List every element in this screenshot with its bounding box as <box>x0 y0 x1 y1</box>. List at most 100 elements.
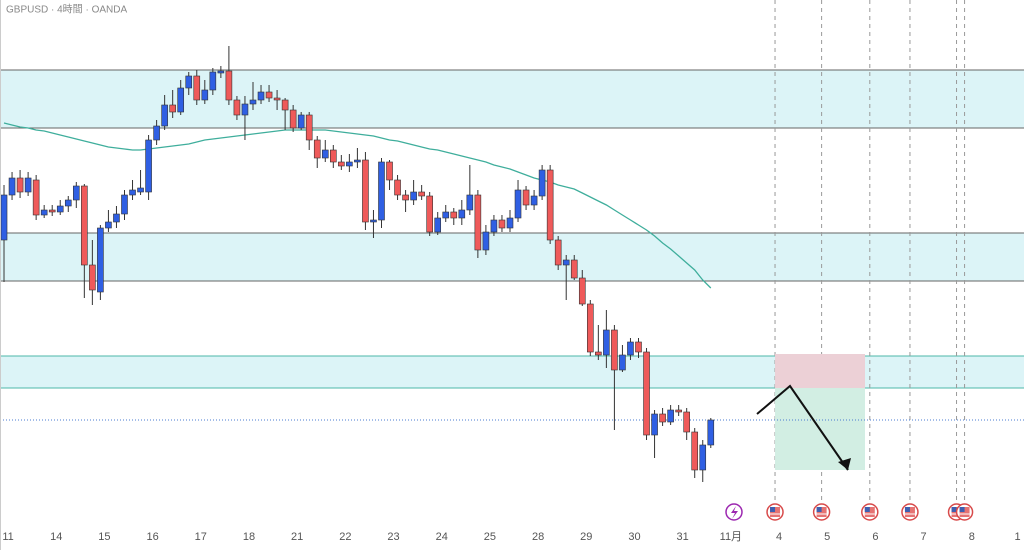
candle-body <box>257 91 265 101</box>
zone <box>0 70 1024 128</box>
candle-body <box>273 97 281 101</box>
candle-body <box>177 87 185 113</box>
candle-body <box>378 161 385 221</box>
projection-arrow <box>756 384 849 471</box>
candle-body <box>289 109 297 129</box>
flag-canton <box>770 507 776 512</box>
x-tick-label: 7 <box>921 531 927 543</box>
candle-body <box>217 70 225 74</box>
candle-body <box>402 194 409 201</box>
candle-body <box>193 75 201 101</box>
candle-body <box>346 161 353 167</box>
x-tick-label: 6 <box>872 531 878 543</box>
chart-title: GBPUSD · 4時間 · OANDA <box>6 4 127 16</box>
x-tick-label: 30 <box>628 531 640 543</box>
candle-body <box>394 179 401 196</box>
x-tick-label: 8 <box>969 531 975 543</box>
candle-body <box>595 351 602 356</box>
candle-body <box>281 99 289 111</box>
flag-canton <box>959 507 965 512</box>
candle-body <box>651 413 658 436</box>
candle-body <box>587 303 594 353</box>
candle-body <box>482 231 490 251</box>
candle-body <box>185 75 193 89</box>
x-tick-label: 24 <box>436 531 448 543</box>
candle-body <box>40 209 48 216</box>
candle-body <box>627 341 634 356</box>
candle-body <box>546 169 554 241</box>
x-tick-label: 1 <box>1015 531 1021 543</box>
candle-body <box>370 219 377 223</box>
candle-body <box>265 91 273 99</box>
candle-body <box>522 189 530 206</box>
x-tick-label: 11 <box>2 531 13 543</box>
x-tick-label: 22 <box>339 531 351 543</box>
candle-body <box>538 169 546 197</box>
candle-body <box>578 277 586 305</box>
candle-body <box>434 217 442 233</box>
candle-body <box>97 227 104 293</box>
x-tick-label: 29 <box>580 531 592 543</box>
candle-body <box>675 409 682 413</box>
candle-body <box>514 189 522 219</box>
candle-body <box>691 431 699 471</box>
candle-body <box>466 194 474 211</box>
candle-body <box>442 211 450 219</box>
candle-body <box>450 211 458 219</box>
candle-body <box>611 329 618 371</box>
flag-canton <box>904 507 910 512</box>
candle-body <box>418 191 425 197</box>
candle-body <box>330 149 337 163</box>
candle-body <box>530 195 538 206</box>
candle-body <box>105 221 112 229</box>
candle-body <box>81 185 88 266</box>
candle-body <box>683 411 690 433</box>
candle-body <box>313 139 321 159</box>
x-tick-label: 17 <box>195 531 207 543</box>
candle-body <box>305 114 313 141</box>
candle-body <box>426 195 433 233</box>
x-tick-label: 5 <box>824 531 830 543</box>
candle-body <box>72 185 80 201</box>
candle-body <box>474 194 482 251</box>
candle-body <box>0 194 8 241</box>
event-flag <box>861 503 879 521</box>
candle-body <box>161 104 168 127</box>
zone <box>0 356 1024 388</box>
candle-body <box>562 259 570 266</box>
zone <box>0 233 1024 281</box>
candle-body <box>153 125 160 141</box>
candle-body <box>16 177 24 193</box>
candle-body <box>225 70 233 101</box>
candle-body <box>233 99 241 116</box>
x-tick-label: 25 <box>484 531 496 543</box>
candle-body <box>338 161 345 167</box>
candle-body <box>32 179 40 216</box>
x-tick-label: 4 <box>776 531 782 543</box>
candle-body <box>603 329 610 356</box>
candle-body <box>201 89 209 101</box>
candle-body <box>498 219 506 229</box>
x-tick-label: 21 <box>291 531 303 543</box>
candle-body <box>209 71 217 91</box>
x-tick-label: 16 <box>146 531 158 543</box>
candle-body <box>619 354 626 371</box>
candle-body <box>297 114 305 129</box>
candle-body <box>506 217 514 229</box>
candle-body <box>8 177 16 196</box>
flag-canton <box>951 507 957 512</box>
event-flag <box>812 503 831 521</box>
x-tick-label: 15 <box>98 531 110 543</box>
candle-body <box>169 104 176 113</box>
candle-body <box>321 149 329 159</box>
flag-canton <box>864 507 870 512</box>
candle-body <box>490 219 498 233</box>
candle-body <box>570 259 578 279</box>
x-tick-label: 31 <box>677 531 689 543</box>
candle-body <box>56 205 64 213</box>
candle-body <box>241 103 249 116</box>
stop-zone <box>775 354 865 388</box>
candle-body <box>707 419 715 446</box>
candle-body <box>64 199 72 207</box>
